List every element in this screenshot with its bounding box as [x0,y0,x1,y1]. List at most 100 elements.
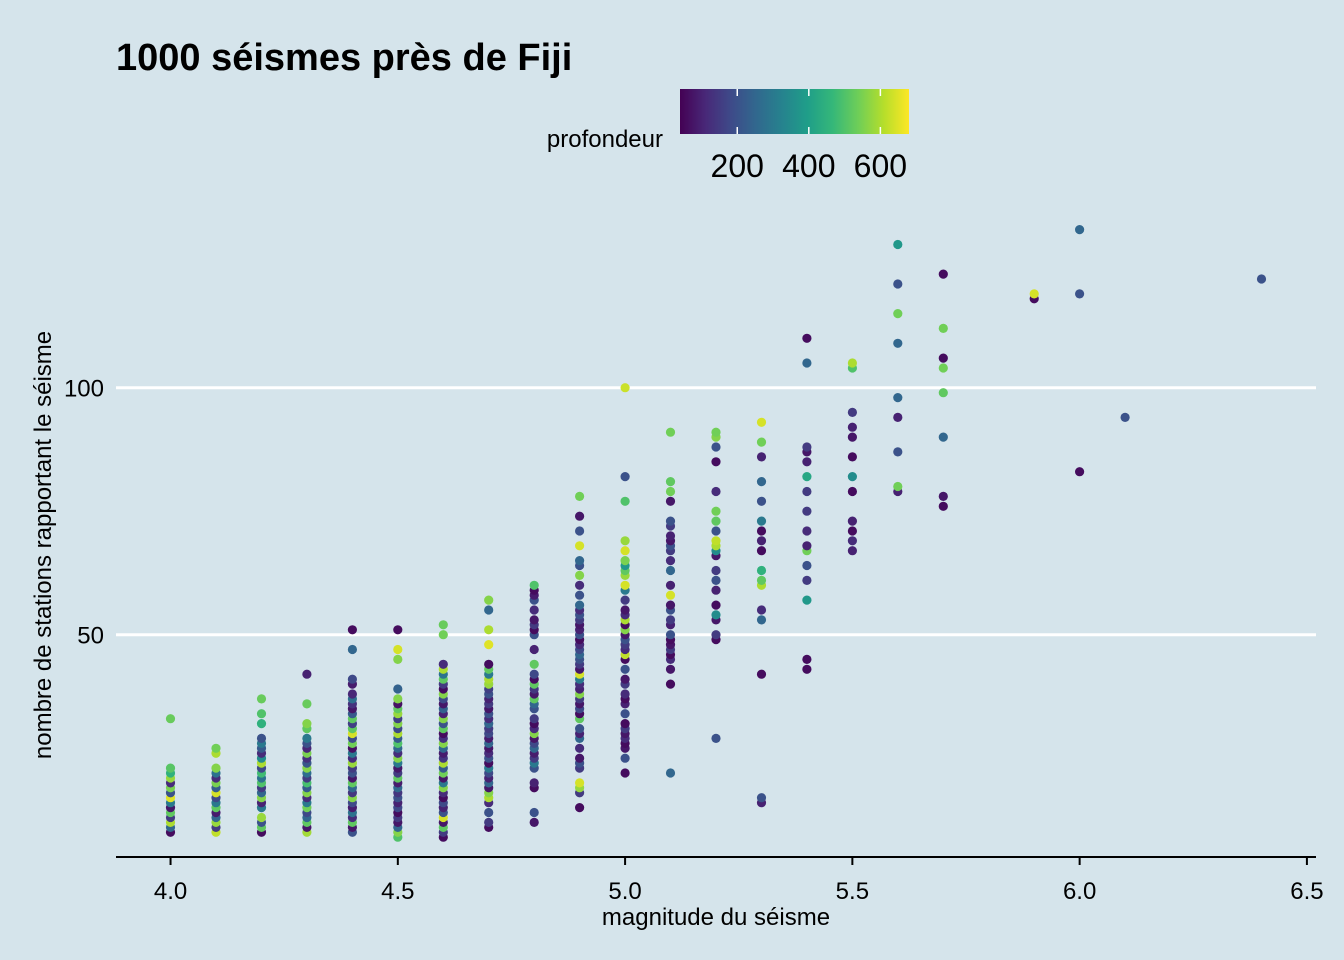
data-point [847,407,858,417]
data-point [302,669,312,679]
data-point [756,417,767,427]
data-point [938,432,948,442]
data-point [620,595,630,605]
data-point [393,644,403,655]
data-point [575,556,585,566]
data-point [393,694,403,704]
data-point [620,536,630,546]
data-point [484,807,494,818]
data-point [665,516,676,526]
data-point [756,536,767,546]
data-point [302,699,312,709]
data-point [711,610,721,620]
data-point [802,575,812,586]
data-point [575,590,585,600]
data-point [575,511,585,521]
data-point [893,239,903,250]
x-tick-label: 6.5 [1290,878,1323,905]
data-point [893,412,903,422]
data-point [165,714,176,724]
data-point [756,437,767,447]
data-point [756,605,767,615]
data-point [802,654,812,665]
x-tick-label: 4.5 [381,878,414,905]
data-point [847,358,858,368]
data-point [756,452,767,462]
data-point [484,659,494,669]
data-point [938,323,948,333]
data-point [620,689,630,699]
data-point [847,526,858,536]
data-point [938,363,948,373]
data-point [802,595,812,605]
data-point [575,491,585,501]
data-point [711,536,721,546]
data-point [484,625,494,635]
legend-colorbar [680,89,909,134]
x-tick-label: 5.0 [608,878,641,905]
data-point [256,719,267,729]
data-point [711,600,721,610]
data-point [1075,289,1085,299]
data-point [529,817,539,828]
data-point [847,516,858,526]
legend-tick-label: 200 [711,148,764,184]
data-point [1029,289,1039,299]
data-point [1120,412,1130,422]
data-point [665,496,676,506]
data-point [665,565,676,576]
data-point [711,565,721,576]
data-point [347,689,357,699]
data-point [256,709,267,719]
data-point [802,442,812,452]
data-point [665,477,676,487]
data-point [938,491,948,501]
legend-tick-label: 400 [782,148,835,184]
data-point [484,605,494,615]
data-point [847,546,858,556]
data-point [575,541,585,551]
data-point [665,427,676,437]
data-point [756,516,767,526]
data-point [1075,225,1085,235]
data-point [756,615,767,625]
data-point [256,812,267,823]
data-point [802,358,812,368]
data-point [484,817,494,828]
data-point [347,644,357,655]
data-point [711,486,721,497]
data-point [711,585,721,595]
y-axis-ticks: 50 100 [64,376,104,650]
data-point [711,506,721,516]
data-point [347,674,357,684]
data-point [802,560,812,571]
legend-ticks: 200 400 600 [711,89,907,184]
data-point [1075,467,1085,477]
data-point [802,506,812,516]
x-axis-title: magnitude du séisme [602,904,830,931]
data-point [256,694,267,704]
data-point [756,496,767,506]
data-point [211,743,221,753]
data-point [665,615,676,625]
data-point [1256,274,1267,284]
data-point [847,536,858,546]
data-point [802,457,812,467]
legend-tick-label: 600 [854,148,907,184]
data-point [620,580,630,590]
data-point [529,605,539,615]
data-point [893,309,903,319]
data-point [620,472,630,482]
data-point [484,640,494,650]
data-point [620,709,630,719]
data-point [393,684,403,694]
data-point [529,615,539,625]
data-point [756,793,767,803]
chart-title: 1000 séismes près de Fiji [116,37,572,79]
data-point [756,477,767,487]
data-point [665,486,676,497]
data-point [665,630,676,640]
data-point [711,526,721,536]
data-point [802,486,812,497]
data-point [302,733,312,744]
